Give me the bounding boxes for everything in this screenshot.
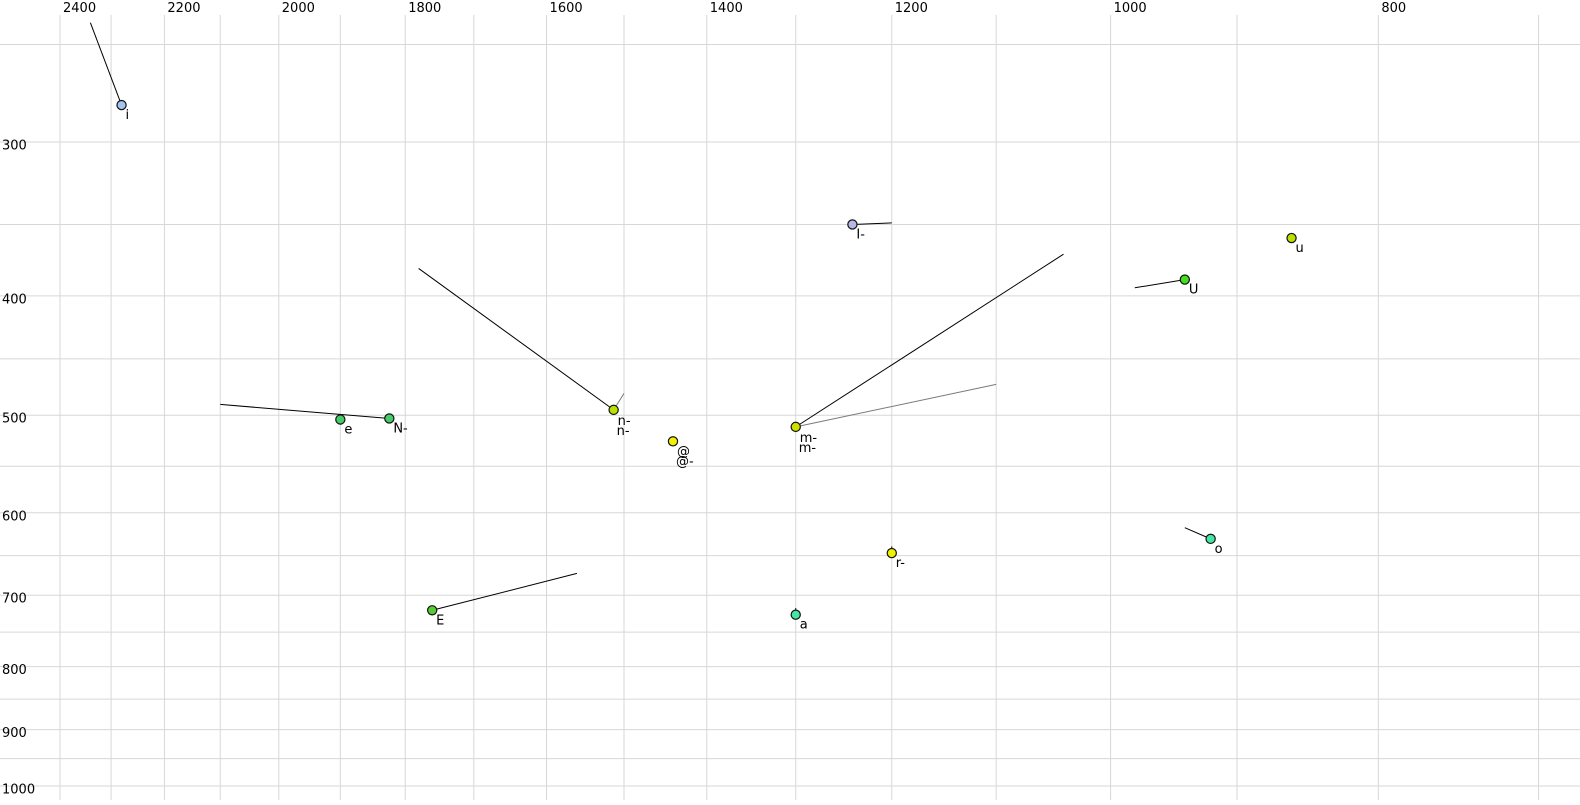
data-point-group-E: E <box>426 572 578 628</box>
formant-vector-U-0 <box>1134 279 1185 289</box>
x-tick-label-1200: 1200 <box>895 1 928 16</box>
point-label-U: U <box>1189 283 1199 298</box>
y-tick-label-300: 300 <box>2 139 27 154</box>
data-point-marker-m- <box>790 421 801 433</box>
data-point-group-u: u <box>1286 232 1304 256</box>
data-point-group-o: o <box>1184 527 1223 557</box>
data-point-marker-o <box>1205 533 1216 545</box>
data-point-marker-U <box>1179 274 1191 285</box>
x-tick-label-2000: 2000 <box>282 1 315 16</box>
data-point-marker-E <box>426 605 438 616</box>
data-point-group-a: a <box>790 608 808 633</box>
formant-vector-n--0 <box>418 268 614 411</box>
point-label-@: @ <box>677 444 690 459</box>
data-point-marker-I- <box>847 219 858 230</box>
data-point-marker-@ <box>667 436 679 447</box>
data-point-group-r-: r- <box>886 546 906 571</box>
formant-vector-I--0 <box>852 222 892 225</box>
point-label-N-: N- <box>393 421 408 436</box>
y-tick-label-800: 800 <box>2 663 27 678</box>
data-point-group-i: i <box>89 22 130 123</box>
point-gray-label-n-: n- <box>618 414 631 429</box>
data-point-group-@: @@- <box>667 436 694 469</box>
data-point-group-n-: n-n- <box>418 268 631 439</box>
y-tick-label-600: 600 <box>2 509 27 524</box>
data-point-marker-i <box>116 99 127 111</box>
data-point-marker-e <box>335 414 346 425</box>
data-point-group-e: e <box>335 414 352 438</box>
formant-vector-i-0 <box>89 22 123 106</box>
data-point-group-N-: N- <box>220 403 408 436</box>
x-tick-label-1400: 1400 <box>710 1 743 16</box>
y-tick-label-700: 700 <box>2 592 27 607</box>
point-label-m-: m- <box>799 441 817 456</box>
formant-vector-N--0 <box>220 403 390 419</box>
point-label-i: i <box>126 108 130 123</box>
point-label-a: a <box>800 618 808 633</box>
x-tick-label-1800: 1800 <box>408 1 441 16</box>
data-point-marker-u <box>1286 232 1297 244</box>
data-point-group-U: U <box>1134 274 1199 298</box>
data-point-group-m-: m-m- <box>790 253 1064 456</box>
formant-vector-E-0 <box>432 572 578 611</box>
data-point-marker-N- <box>384 413 395 424</box>
point-gray-label-m-: m- <box>800 431 818 446</box>
data-point-group-I-: I- <box>847 219 892 242</box>
point-label-r-: r- <box>896 556 906 571</box>
data-point-marker-a <box>790 609 801 620</box>
x-tick-label-2200: 2200 <box>167 1 200 16</box>
x-tick-label-1600: 1600 <box>550 1 583 16</box>
formant-vector-m--1 <box>795 383 997 428</box>
data-point-marker-n- <box>608 404 619 416</box>
y-tick-label-400: 400 <box>2 292 27 307</box>
point-sub-label-@: @- <box>676 454 694 469</box>
y-tick-label-500: 500 <box>2 412 27 427</box>
point-label-o: o <box>1215 542 1223 557</box>
y-tick-label-900: 900 <box>2 726 27 741</box>
point-label-n-: n- <box>617 424 630 439</box>
point-label-E: E <box>436 613 444 628</box>
point-label-e: e <box>344 423 352 438</box>
point-label-u: u <box>1296 241 1304 256</box>
point-label-I-: I- <box>856 227 865 242</box>
x-tick-label-1000: 1000 <box>1114 1 1147 16</box>
y-tick-label-1000: 1000 <box>2 783 35 798</box>
x-tick-label-800: 800 <box>1381 1 1406 16</box>
data-point-marker-r- <box>886 547 897 559</box>
formant-vector-m--0 <box>795 253 1064 428</box>
x-tick-label-2400: 2400 <box>63 1 96 16</box>
